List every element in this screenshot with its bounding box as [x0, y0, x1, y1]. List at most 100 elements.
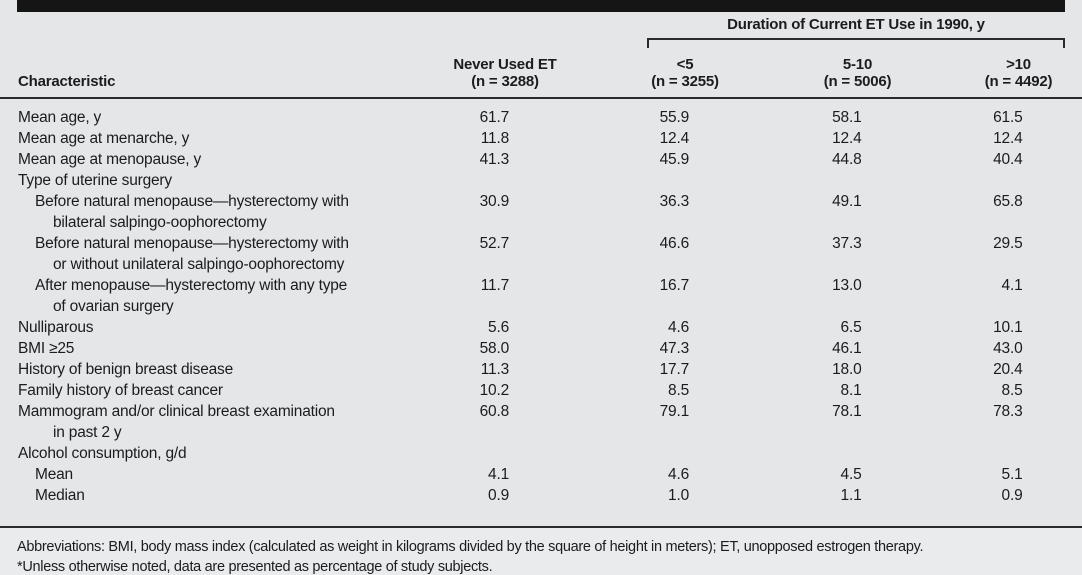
- cell-value-text: 46.6: [659, 235, 690, 252]
- cell-value-text: 8.1: [840, 382, 862, 399]
- cell-value-text: 65.8: [993, 193, 1023, 210]
- cell-value: 58.0: [420, 338, 590, 359]
- table-row: BMI ≥25 58.0 47.3 46.1 43.0: [0, 338, 1082, 359]
- cell-value-text: 52.7: [479, 235, 510, 252]
- cell-value-text: 30.9: [479, 193, 510, 210]
- cell-value-text: 60.8: [479, 403, 510, 420]
- cell-value: 4.1: [420, 464, 590, 485]
- cell-value: 1.1: [780, 485, 935, 528]
- cell-value: 1.0: [590, 485, 780, 528]
- cell-value: 79.1: [590, 401, 780, 443]
- row-label: History of benign breast disease: [0, 359, 420, 380]
- row-label-text: Mammogram and/or clinical breast examina…: [18, 403, 335, 420]
- cell-value-text: 17.7: [659, 361, 690, 378]
- cell-value-text: 20.4: [993, 361, 1023, 378]
- cell-value-text: 12.4: [832, 130, 862, 147]
- row-label: Before natural menopause—hysterectomy wi…: [0, 233, 420, 275]
- cell-value-text: 44.8: [832, 151, 862, 168]
- cell-value: 5.1: [935, 464, 1082, 485]
- cell-value-text: 58.1: [832, 109, 862, 126]
- duration-group-header: Duration of Current ET Use in 1990, y: [590, 12, 1082, 50]
- cell-value: 52.7: [420, 233, 590, 275]
- col-lt5-n: (n = 3255): [651, 73, 719, 90]
- col-5to10-n: (n = 5006): [823, 73, 892, 90]
- row-label-text: Before natural menopause—hysterectomy wi…: [35, 193, 349, 210]
- row-label-text: After menopause—hysterectomy with any ty…: [35, 277, 348, 294]
- cell-value-text: 5.1: [1001, 466, 1023, 483]
- cell-value: 17.7: [590, 359, 780, 380]
- row-label: Before natural menopause—hysterectomy wi…: [0, 191, 420, 233]
- cell-value: 13.0: [780, 275, 935, 317]
- row-label-wrap: of ovarian surgery: [53, 298, 174, 315]
- cell-value-text: 4.6: [668, 466, 689, 483]
- row-label: Mean age at menarche, y: [0, 128, 420, 149]
- row-label-text: Mean age at menopause, y: [18, 151, 202, 168]
- cell-value-text: 79.1: [659, 403, 690, 420]
- cell-value-text: 8.5: [668, 382, 689, 399]
- cell-value-text: 78.1: [832, 403, 862, 420]
- row-label-wrap: in past 2 y: [53, 424, 122, 441]
- cell-value: [420, 443, 590, 464]
- cell-value-text: 6.5: [840, 319, 862, 336]
- col-gt10-n: (n = 4492): [984, 73, 1053, 90]
- cell-value: 37.3: [780, 233, 935, 275]
- footnote-asterisk: *Unless otherwise noted, data are presen…: [17, 558, 493, 575]
- cell-value-text: 16.7: [659, 277, 690, 294]
- cell-value-text: 13.0: [832, 277, 862, 294]
- row-label: Family history of breast cancer: [0, 380, 420, 401]
- table-row: After menopause—hysterectomy with any ty…: [0, 275, 1082, 317]
- never-used-column-header: Never Used ET (n = 3288): [420, 12, 590, 98]
- cell-value: 16.7: [590, 275, 780, 317]
- cell-value-text: 18.0: [832, 361, 862, 378]
- cell-value-text: 1.1: [840, 487, 862, 504]
- col-header-5to10: 5-10 (n = 5006): [780, 50, 935, 98]
- cell-value: [935, 443, 1082, 464]
- cell-value-text: 40.4: [993, 151, 1023, 168]
- cell-value: 8.5: [935, 380, 1082, 401]
- cell-value-text: 11.8: [480, 130, 509, 147]
- cell-value-text: 61.7: [479, 109, 510, 126]
- cell-value-text: 8.5: [1001, 382, 1023, 399]
- cell-value-text: 12.4: [659, 130, 690, 147]
- cell-value-text: 36.3: [659, 193, 690, 210]
- table-row: Mean 4.1 4.6 4.5 5.1: [0, 464, 1082, 485]
- cell-value-text: 58.0: [479, 340, 510, 357]
- table-row: Mean age, y 61.7 55.9 58.1 61.5: [0, 97, 1082, 128]
- cell-value: 40.4: [935, 149, 1082, 170]
- cell-value-text: 5.6: [488, 319, 509, 336]
- table-row: Alcohol consumption, g/d: [0, 443, 1082, 464]
- cell-value: 20.4: [935, 359, 1082, 380]
- cell-value: 49.1: [780, 191, 935, 233]
- cell-value-text: 11.7: [480, 277, 509, 294]
- table-row: Mammogram and/or clinical breast examina…: [0, 401, 1082, 443]
- cell-value: 4.6: [590, 464, 780, 485]
- cell-value-text: 78.3: [993, 403, 1023, 420]
- row-label: Median: [0, 485, 420, 528]
- footnote-abbreviations: Abbreviations: BMI, body mass index (cal…: [17, 539, 924, 555]
- cell-value: 6.5: [780, 317, 935, 338]
- cell-value-text: 0.9: [488, 487, 509, 504]
- cell-value-text: 4.1: [1001, 277, 1023, 294]
- col-lt5-label: <5: [676, 56, 694, 73]
- cell-value: [590, 443, 780, 464]
- row-label-text: Mean age, y: [18, 109, 102, 126]
- cell-value: 12.4: [780, 128, 935, 149]
- cell-value: 18.0: [780, 359, 935, 380]
- table-header: Characteristic Never Used ET (n = 3288) …: [0, 12, 1082, 98]
- table-body: Mean age, y 61.7 55.9 58.1 61.5 Mean age at m…: [0, 97, 1082, 528]
- cell-value: 46.1: [780, 338, 935, 359]
- col-5to10-label: 5-10: [842, 56, 873, 73]
- row-label: Mean: [0, 464, 420, 485]
- table-row: Nulliparous 5.6 4.6 6.5 10.1: [0, 317, 1082, 338]
- cell-value-text: 11.3: [480, 361, 509, 378]
- cell-value-text: 46.1: [832, 340, 862, 357]
- cell-value: 8.5: [590, 380, 780, 401]
- duration-bracket: [647, 38, 1066, 48]
- group-header-row: Characteristic Never Used ET (n = 3288) …: [0, 12, 1082, 90]
- row-label-text: History of benign breast disease: [18, 361, 234, 378]
- row-label: Alcohol consumption, g/d: [0, 443, 420, 464]
- cell-value-text: 12.4: [993, 130, 1023, 147]
- row-label-text: Mean: [35, 466, 73, 483]
- cell-value: 65.8: [935, 191, 1082, 233]
